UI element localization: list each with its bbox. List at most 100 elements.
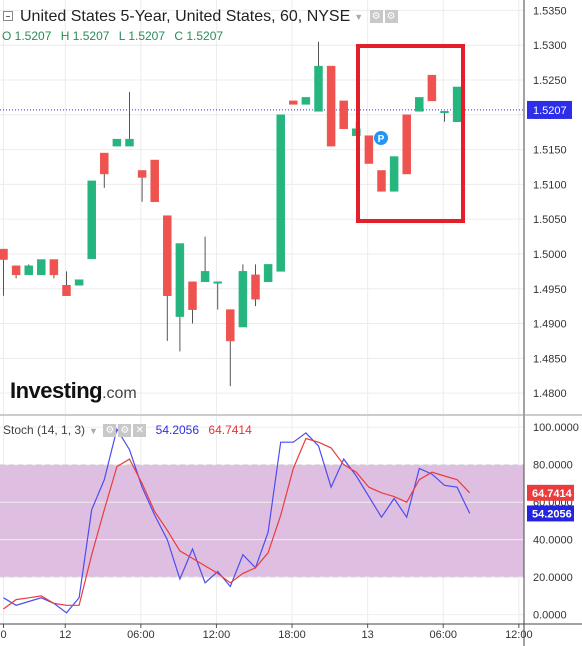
logo-suffix: .com	[102, 385, 137, 402]
x-tick-label: 13	[362, 629, 374, 641]
investing-logo: Investing.com	[10, 378, 137, 404]
stoch-tick-label: 80.0000	[533, 460, 573, 472]
price-tick-label: 1.5250	[533, 75, 567, 87]
stoch-band	[0, 464, 524, 578]
stoch-grid	[0, 416, 524, 624]
candle-body	[37, 259, 46, 276]
x-tick-label: 12:00	[203, 629, 231, 641]
price-tick-label: 1.5050	[533, 214, 567, 226]
stoch-tick-label: 100.0000	[533, 422, 579, 434]
candle-body	[427, 74, 437, 102]
settings-icon[interactable]: ⚙	[103, 424, 117, 438]
p-marker-label: P	[378, 134, 385, 145]
x-tick-label: 0	[0, 629, 6, 641]
x-tick-label: 12	[59, 629, 71, 641]
stoch-tick-label: 20.0000	[533, 572, 573, 584]
p-marker	[374, 131, 388, 145]
price-tick-label: 1.5100	[533, 179, 567, 191]
settings-icon[interactable]: ⚙	[369, 10, 383, 24]
candle-body	[112, 138, 122, 147]
candle-body	[289, 100, 298, 105]
price-tick-label: 1.5150	[533, 145, 567, 157]
stoch-d-tag-label: 64.7414	[532, 488, 573, 500]
candle-body	[339, 100, 348, 129]
candle-body	[24, 265, 33, 276]
candle-body	[163, 215, 172, 296]
candle-body	[125, 138, 134, 147]
collapse-icon[interactable]	[3, 11, 13, 21]
candle-body	[62, 285, 71, 296]
candle-body	[251, 274, 260, 300]
candle-body	[301, 97, 311, 105]
chart-title-wrap: United States 5-Year, United States, 60,…	[20, 8, 398, 26]
candle-body	[0, 248, 8, 260]
candle-body	[326, 65, 336, 147]
stoch-d-value: 64.7414	[208, 423, 252, 437]
candle-body	[100, 152, 109, 175]
candle-body	[188, 281, 197, 310]
candle-body	[137, 170, 147, 178]
candle-body	[226, 309, 235, 342]
price-tick-label: 1.5000	[533, 249, 567, 261]
candle-body	[238, 271, 248, 328]
chevron-down-icon[interactable]: ▼	[354, 11, 364, 22]
candle-body	[175, 243, 185, 317]
candle-body	[415, 97, 424, 112]
stoch-lines	[3, 427, 471, 614]
last-price-tag-label: 1.5207	[533, 105, 567, 117]
candle-body	[11, 265, 21, 276]
candle-body	[200, 271, 210, 283]
x-tick-label: 18:00	[278, 629, 306, 641]
candle-body	[276, 114, 285, 272]
price-tick-label: 1.5300	[533, 40, 567, 52]
stoch-k-tag	[527, 505, 574, 522]
candle-body	[402, 114, 411, 175]
candle-body	[150, 159, 159, 203]
stoch-d-tag	[527, 484, 574, 501]
price-grid	[0, 0, 524, 414]
highlight-box	[356, 44, 465, 223]
candle-body	[389, 156, 399, 192]
chevron-down-icon[interactable]: ▼	[89, 425, 98, 436]
stoch-tick-label: 0.0000	[533, 610, 567, 622]
gear-icon[interactable]: ⚙	[384, 10, 398, 24]
x-tick-label: 06:00	[127, 629, 155, 641]
price-tick-label: 1.4900	[533, 319, 567, 331]
x-tick-label: 06:00	[429, 629, 457, 641]
stoch-k-line	[3, 427, 471, 614]
chart-title: United States 5-Year, United States, 60,…	[20, 8, 351, 25]
candle-body	[213, 281, 222, 284]
stoch-header: Stoch (14, 1, 3) ▼ ⚙ ⚙ ✕ 54.2056 64.7414	[3, 423, 252, 438]
candle-body	[263, 264, 273, 283]
price-tick-label: 1.5350	[533, 5, 567, 17]
close-icon[interactable]: ✕	[133, 424, 147, 438]
price-candles: P	[0, 41, 524, 387]
candle-body	[49, 259, 59, 276]
x-tick-label: 12:00	[505, 629, 533, 641]
ohlc-open: O 1.5207	[2, 29, 52, 43]
candle-body	[87, 180, 96, 260]
candle-body	[452, 86, 462, 123]
stoch-k-value: 54.2056	[155, 423, 200, 437]
ohlc-close: C 1.5207	[174, 29, 224, 43]
candle-body	[440, 111, 449, 114]
candle-body	[74, 279, 84, 286]
stoch-tick-label: 40.0000	[533, 535, 573, 547]
price-tick-label: 1.4850	[533, 353, 567, 365]
stoch-d-line	[3, 437, 471, 610]
price-tick-label: 1.4800	[533, 388, 567, 400]
ohlc-low: L 1.5207	[118, 29, 166, 43]
price-tick-label: 1.4950	[533, 284, 567, 296]
gear-icon[interactable]: ⚙	[118, 424, 132, 438]
candle-body	[364, 135, 374, 164]
ohlc-readout: O 1.5207 H 1.5207 L 1.5207 C 1.5207	[2, 29, 229, 43]
stoch-label: Stoch (14, 1, 3)	[3, 423, 86, 437]
ohlc-high: H 1.5207	[60, 29, 110, 43]
candle-body	[314, 65, 323, 112]
logo-main: Investing	[10, 378, 103, 403]
candle-body	[377, 170, 386, 192]
stoch-k-tag-label: 54.2056	[532, 508, 572, 520]
last-price-tag	[527, 100, 572, 119]
